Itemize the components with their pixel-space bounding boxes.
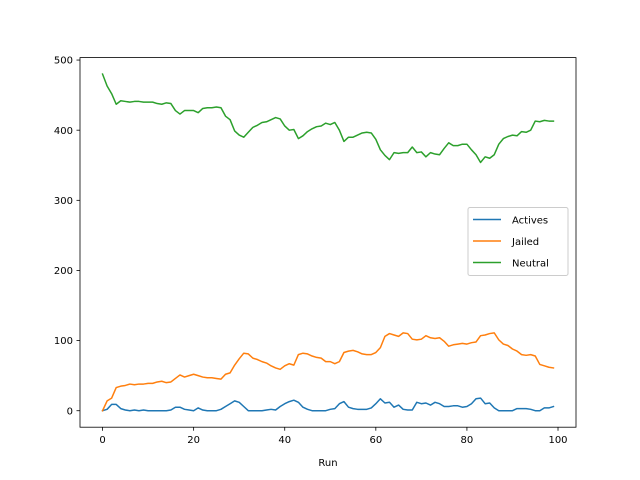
- series-line-neutral: [101, 73, 555, 164]
- series-line-jailed: [101, 332, 555, 412]
- y-tick-label: 500: [54, 56, 73, 67]
- y-tick-label: 400: [54, 126, 73, 137]
- legend-label-actives: Actives: [512, 216, 548, 227]
- x-axis-label: Run: [318, 458, 337, 469]
- series-line-actives: [101, 397, 555, 412]
- legend-label-neutral: Neutral: [512, 259, 549, 270]
- legend-box: [467, 207, 569, 276]
- y-tick-label: 0: [67, 406, 73, 417]
- series-layer: [101, 73, 555, 412]
- y-tick-label: 300: [54, 196, 73, 207]
- x-tick-label: 60: [369, 435, 382, 446]
- y-axis: 0 100 200 300 400 500: [54, 56, 80, 417]
- legend: Actives Jailed Neutral: [467, 207, 569, 276]
- x-tick-label: 40: [278, 435, 291, 446]
- x-axis: 0 20 40 60 80 100: [99, 427, 568, 446]
- legend-label-jailed: Jailed: [511, 237, 539, 248]
- plot-frame: [79, 57, 577, 428]
- x-tick-label: 20: [187, 435, 200, 446]
- x-tick-label: 80: [461, 435, 474, 446]
- x-tick-label: 0: [99, 435, 105, 446]
- y-tick-label: 100: [54, 336, 73, 347]
- x-tick-label: 100: [548, 435, 567, 446]
- y-tick-label: 200: [54, 266, 73, 277]
